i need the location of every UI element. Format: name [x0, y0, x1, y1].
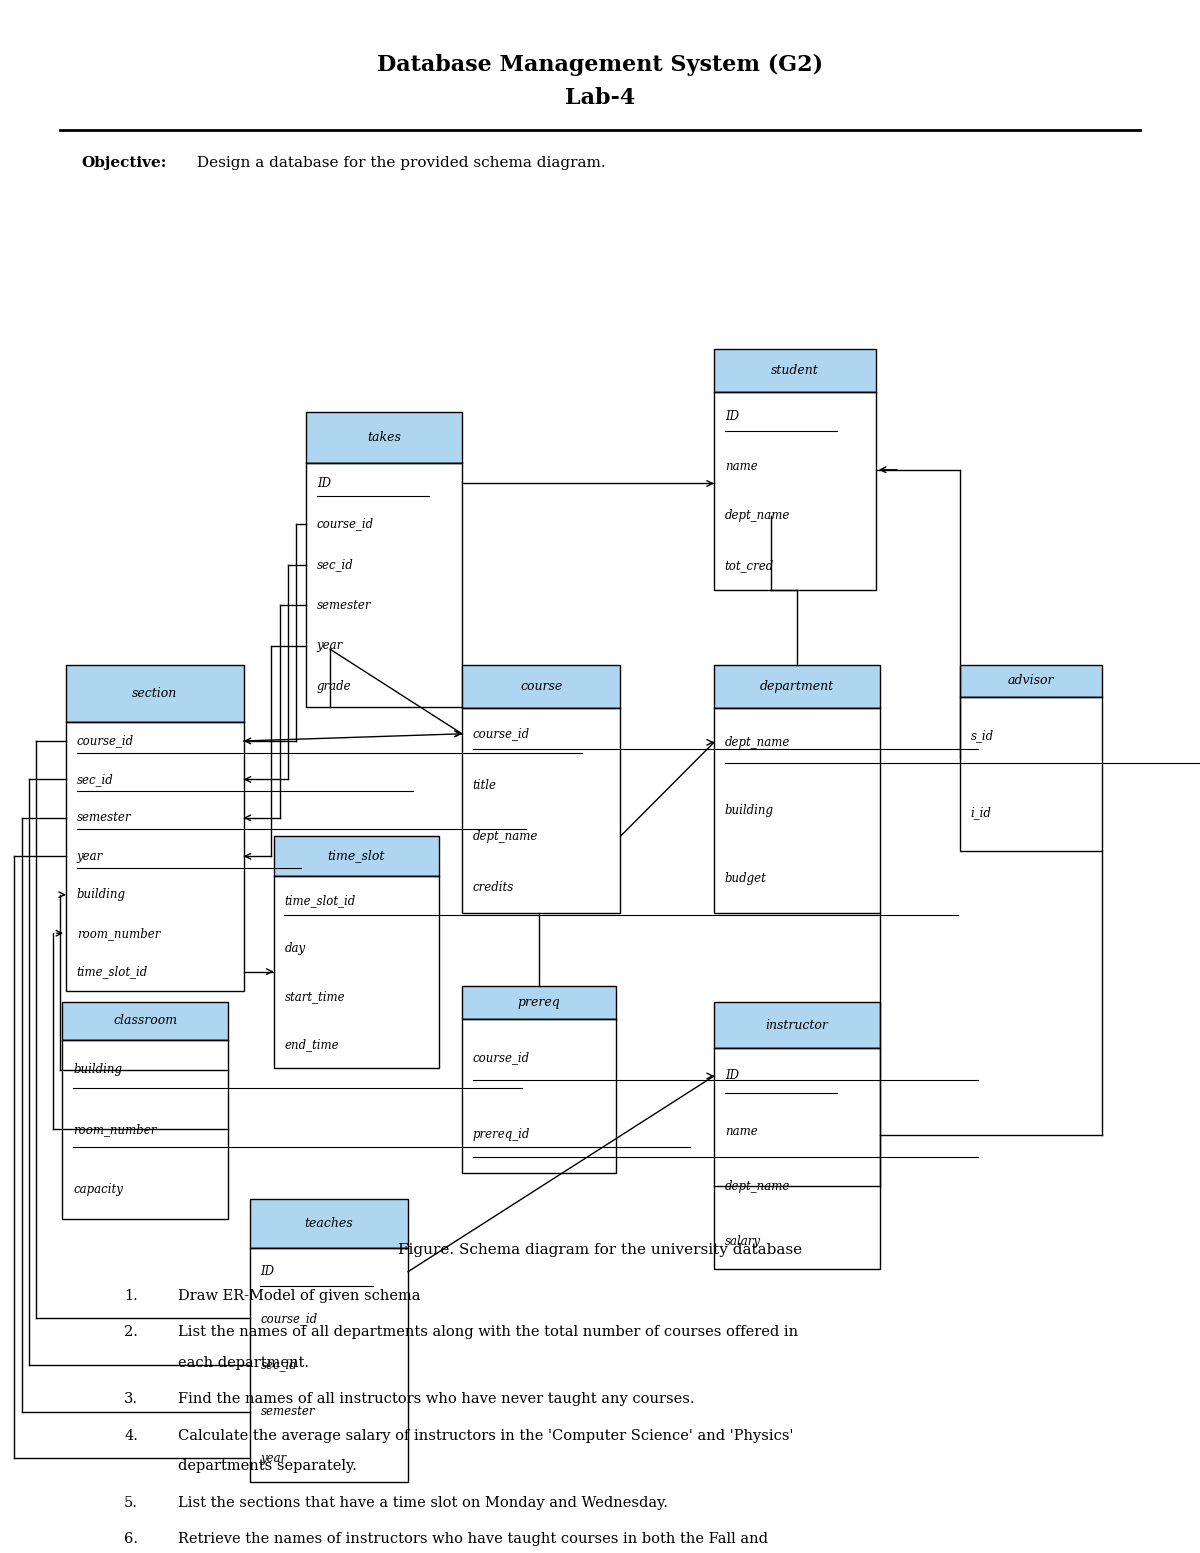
Text: year: year [317, 640, 343, 652]
Text: semester: semester [260, 1405, 314, 1418]
Bar [714, 665, 880, 708]
Text: room_number: room_number [77, 927, 160, 940]
Text: course_id: course_id [317, 517, 374, 531]
Text: 2.: 2. [124, 1325, 138, 1340]
Text: time_slot_id: time_slot_id [77, 964, 148, 978]
Text: ID: ID [725, 1070, 739, 1082]
Bar [274, 836, 439, 876]
Bar [714, 708, 880, 913]
Text: Database Management System (G2): Database Management System (G2) [377, 54, 823, 76]
Text: each department.: each department. [178, 1356, 308, 1370]
Bar [462, 1019, 616, 1173]
Bar [274, 876, 439, 1068]
Text: Calculate the average salary of instructors in the 'Computer Science' and 'Physi: Calculate the average salary of instruct… [178, 1429, 793, 1443]
Text: dept_name: dept_name [473, 829, 538, 843]
Text: time_slot: time_slot [328, 849, 385, 862]
Text: dept_name: dept_name [725, 509, 790, 522]
Bar [250, 1249, 408, 1482]
Text: s_id: s_id [971, 730, 994, 742]
Bar [960, 665, 1102, 697]
Text: Retrieve the names of instructors who have taught courses in both the Fall and: Retrieve the names of instructors who ha… [178, 1531, 768, 1547]
Text: ID: ID [725, 410, 739, 422]
Text: grade: grade [317, 680, 352, 693]
Text: department: department [760, 680, 834, 693]
Text: section: section [132, 686, 178, 700]
Text: prereq: prereq [517, 995, 560, 1009]
Text: tot_cred: tot_cred [725, 559, 774, 572]
Bar [66, 722, 244, 991]
Text: prereq_id: prereq_id [473, 1127, 530, 1140]
Text: 1.: 1. [125, 1289, 138, 1303]
Text: dept_name: dept_name [725, 1180, 790, 1193]
Bar [714, 349, 876, 391]
Text: List the names of all departments along with the total number of courses offered: List the names of all departments along … [178, 1325, 798, 1340]
Text: sec_id: sec_id [317, 558, 354, 572]
Text: ID: ID [317, 477, 331, 489]
Text: i_id: i_id [971, 806, 991, 818]
Text: teaches: teaches [305, 1218, 353, 1230]
Text: student: student [772, 363, 818, 377]
Text: start_time: start_time [284, 989, 346, 1003]
Bar [714, 391, 876, 590]
Text: course: course [520, 680, 563, 693]
Text: building: building [725, 804, 774, 817]
Text: semester: semester [77, 811, 131, 825]
Text: room_number: room_number [73, 1123, 156, 1135]
Text: 3.: 3. [124, 1391, 138, 1407]
Text: day: day [284, 941, 306, 955]
Bar [306, 463, 462, 707]
Text: Draw ER-Model of given schema: Draw ER-Model of given schema [178, 1289, 420, 1303]
Text: course_id: course_id [473, 1051, 530, 1064]
Text: instructor: instructor [766, 1019, 828, 1031]
Bar [960, 697, 1102, 851]
Text: Lab-4: Lab-4 [565, 87, 635, 109]
Text: building: building [73, 1064, 122, 1076]
Text: Design a database for the provided schema diagram.: Design a database for the provided schem… [192, 155, 606, 171]
Text: sec_id: sec_id [260, 1359, 298, 1371]
Text: name: name [725, 460, 757, 472]
Text: Figure. Schema diagram for the university database: Figure. Schema diagram for the universit… [398, 1242, 802, 1258]
Text: 5.: 5. [124, 1496, 138, 1510]
Bar [462, 708, 620, 913]
Bar [462, 665, 620, 708]
Text: semester: semester [317, 599, 371, 612]
Text: year: year [77, 849, 103, 863]
Text: year: year [260, 1452, 287, 1464]
Text: ID: ID [260, 1266, 275, 1278]
Text: end_time: end_time [284, 1037, 340, 1051]
Text: budget: budget [725, 873, 767, 885]
Text: course_id: course_id [260, 1312, 318, 1325]
Text: salary: salary [725, 1235, 761, 1247]
Text: building: building [77, 888, 126, 901]
Text: List the sections that have a time slot on Monday and Wednesday.: List the sections that have a time slot … [178, 1496, 667, 1510]
Bar [250, 1199, 408, 1249]
Text: credits: credits [473, 881, 514, 895]
Bar [306, 412, 462, 463]
Text: time_slot_id: time_slot_id [284, 895, 355, 907]
Text: 6.: 6. [124, 1531, 138, 1547]
Text: sec_id: sec_id [77, 773, 114, 786]
Text: name: name [725, 1124, 757, 1137]
Text: classroom: classroom [113, 1014, 178, 1027]
Text: capacity: capacity [73, 1183, 124, 1196]
Text: course_id: course_id [77, 735, 134, 747]
Bar [462, 986, 616, 1019]
Text: Objective:: Objective: [82, 155, 167, 171]
Text: course_id: course_id [473, 727, 530, 741]
Text: dept_name: dept_name [725, 736, 790, 749]
Bar [66, 665, 244, 722]
Bar [62, 1041, 228, 1219]
Text: advisor: advisor [1008, 674, 1054, 688]
Bar [714, 1002, 880, 1048]
Text: title: title [473, 778, 497, 792]
Bar [62, 1002, 228, 1041]
Text: takes: takes [367, 430, 401, 444]
Text: 4.: 4. [124, 1429, 138, 1443]
Bar [714, 1048, 880, 1269]
Text: departments separately.: departments separately. [178, 1460, 356, 1474]
Text: Find the names of all instructors who have never taught any courses.: Find the names of all instructors who ha… [178, 1391, 694, 1407]
